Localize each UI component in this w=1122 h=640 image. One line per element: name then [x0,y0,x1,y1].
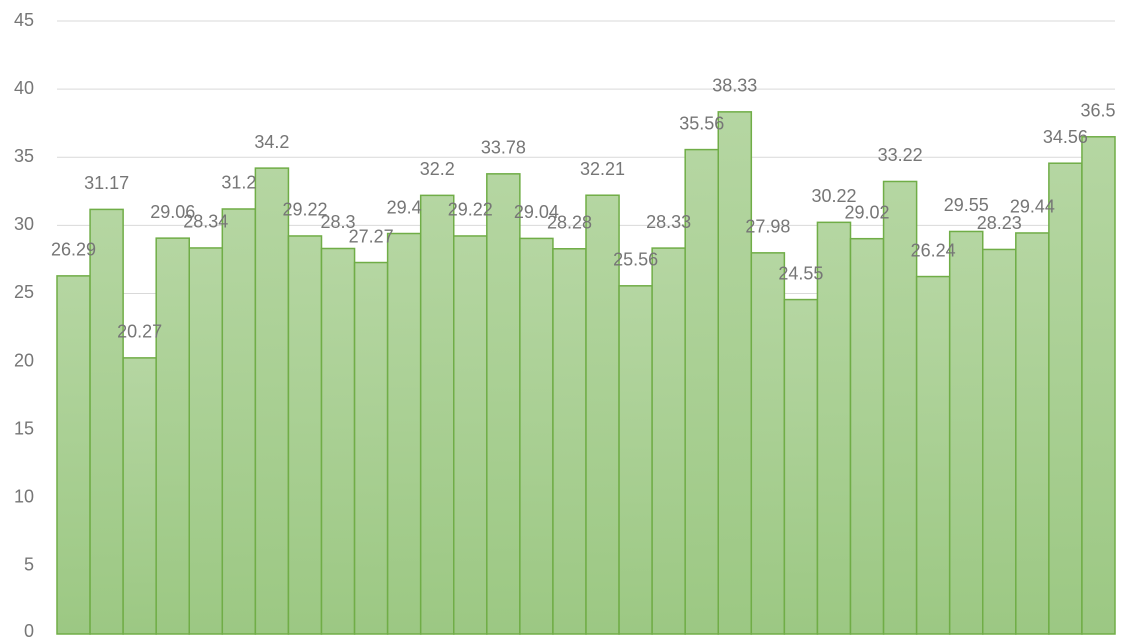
value-label: 29.06 [150,202,195,222]
value-label: 34.56 [1043,127,1088,147]
value-label: 31.2 [221,173,256,193]
value-label: 27.98 [745,217,790,237]
bar [419,194,455,635]
value-label: 29.4 [387,197,422,217]
bar [750,252,786,635]
bar [1015,232,1050,635]
bar [651,247,686,635]
value-label: 32.2 [420,159,455,179]
value-label: 20.27 [117,322,162,342]
value-label: 27.27 [349,226,394,246]
value-label: 28.28 [547,213,592,233]
value-label: 33.22 [878,145,923,165]
value-label: 28.34 [183,212,228,232]
y-tick-label: 25 [14,282,34,302]
value-label: 26.24 [911,240,956,260]
bar [386,232,422,635]
bar [353,261,389,635]
y-tick-label: 30 [14,214,34,234]
value-label: 28.33 [646,212,691,232]
bar [816,221,852,635]
bar [320,247,356,635]
y-tick-label: 10 [14,487,34,507]
bar [882,180,918,635]
bar [717,111,753,635]
bar [684,148,719,635]
bar [254,167,290,635]
value-label: 24.55 [778,263,823,283]
y-tick-label: 0 [24,621,34,640]
value-label: 32.21 [580,159,625,179]
value-label: 28.3 [321,212,356,232]
y-tick-label: 15 [14,418,34,438]
value-label: 30.22 [811,186,856,206]
value-label: 38.33 [712,76,757,96]
value-label: 26.29 [51,240,96,260]
value-label: 29.22 [448,200,493,220]
bar [1048,162,1083,635]
value-label: 29.04 [514,202,559,222]
y-tick-label: 40 [14,78,34,98]
bar [618,285,653,635]
value-label: 35.56 [679,113,724,133]
value-label: 29.02 [845,202,890,222]
value-label: 29.22 [282,200,327,220]
value-label: 29.44 [1010,197,1055,217]
bar [519,237,554,635]
bar [287,235,323,635]
value-label: 34.2 [254,132,289,152]
bar [849,237,885,635]
bar [1081,136,1116,635]
bar [221,208,257,635]
y-tick-label: 35 [14,146,34,166]
bar [453,235,488,635]
bar [915,275,951,635]
y-tick-label: 20 [14,350,34,370]
bar [948,230,984,635]
value-label: 33.78 [481,138,526,158]
bar [122,357,157,635]
value-label: 25.56 [613,250,658,270]
bar [89,208,124,635]
bar [783,298,819,635]
value-label: 28.23 [977,213,1022,233]
bar [982,248,1017,635]
value-label: 29.55 [944,195,989,215]
bar [552,248,587,635]
y-tick-label: 5 [24,555,34,575]
value-label: 31.17 [84,173,129,193]
bar [486,173,521,635]
bar [56,275,91,635]
y-tick-label: 45 [14,10,34,30]
value-label: 36.5 [1080,101,1115,121]
bar [155,237,190,635]
bar [188,247,224,635]
